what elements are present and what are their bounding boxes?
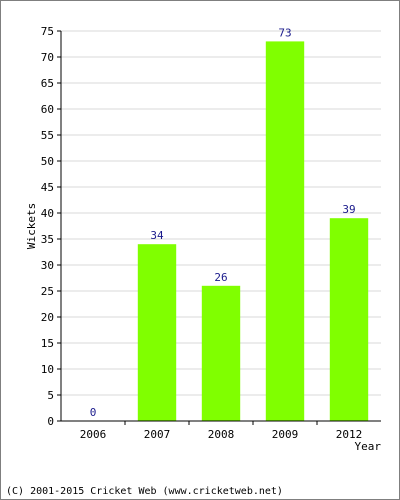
y-axis-title: Wickets xyxy=(25,203,38,249)
y-tick-label: 70 xyxy=(41,51,54,64)
x-tick-label: 2006 xyxy=(80,428,107,441)
data-label-2009: 73 xyxy=(278,26,291,39)
y-tick-label: 40 xyxy=(41,207,54,220)
axes xyxy=(57,30,381,425)
data-label-2012: 39 xyxy=(342,203,355,216)
y-tick-label: 65 xyxy=(41,77,54,90)
y-tick-label: 50 xyxy=(41,155,54,168)
y-tick-label: 55 xyxy=(41,129,54,142)
y-tick-label: 0 xyxy=(47,415,54,428)
y-tick-label: 60 xyxy=(41,103,54,116)
data-label-2007: 34 xyxy=(150,229,164,242)
bar-2008 xyxy=(201,285,241,421)
bars xyxy=(137,41,369,422)
data-labels: 0 34 26 73 39 xyxy=(90,26,356,419)
bar-2009 xyxy=(265,41,305,422)
y-tick-label: 15 xyxy=(41,337,54,350)
x-tick-label: 2009 xyxy=(272,428,299,441)
y-tick-label: 45 xyxy=(41,181,54,194)
footer-credit: (C) 2001-2015 Cricket Web (www.cricketwe… xyxy=(6,486,283,497)
x-tick-label: 2007 xyxy=(144,428,171,441)
y-tick-label: 20 xyxy=(41,311,54,324)
y-tick-label: 30 xyxy=(41,259,54,272)
data-label-2006: 0 xyxy=(90,406,97,419)
bar-2012 xyxy=(329,218,369,421)
y-tick-label: 5 xyxy=(47,389,54,402)
y-tick-label: 25 xyxy=(41,285,54,298)
y-tick-label: 35 xyxy=(41,233,54,246)
x-tick-labels: 2006 2007 2008 2009 2012 xyxy=(80,428,363,441)
x-tick-label: 2008 xyxy=(208,428,235,441)
y-tick-labels: 0 5 10 15 20 25 30 35 40 45 50 55 60 65 70 75 xyxy=(41,25,54,428)
y-tick-label: 10 xyxy=(41,363,54,376)
data-label-2008: 26 xyxy=(214,271,227,284)
y-tick-label: 75 xyxy=(41,25,54,38)
x-tick-label: 2012 xyxy=(336,428,363,441)
bar-2007 xyxy=(137,244,177,421)
x-axis-title: Year xyxy=(355,440,382,453)
